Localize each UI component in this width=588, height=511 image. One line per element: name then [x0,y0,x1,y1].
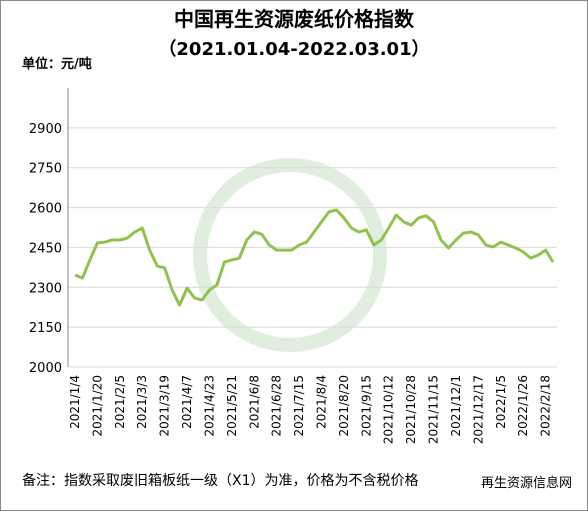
x-tick-label: 2021/4/23 [202,375,216,437]
y-tick-label: 2150 [29,321,62,336]
y-axis-label: 单位：元/吨 [22,56,92,72]
x-tick-label: 2021/4/7 [180,375,194,429]
x-tick-label: 2021/10/28 [404,375,418,444]
x-tick-label: 2021/12/17 [471,375,485,444]
y-tick-label: 2300 [29,281,62,296]
chart-subtitle: （2021.01.04-2022.03.01） [158,39,429,60]
x-tick-label: 2022/1/26 [516,375,530,437]
note: 备注：指数采取废旧箱板纸一级（X1）为准，价格为不含税价格 [22,472,419,489]
x-tick-label: 2021/5/21 [225,375,239,437]
x-tick-label: 2021/6/8 [247,375,261,429]
y-tick-label: 2750 [29,162,62,177]
x-tick-label: 2021/6/28 [270,375,284,437]
x-tick-label: 2021/3/3 [135,375,149,429]
x-tick-label: 2021/2/5 [113,375,127,429]
x-tick-label: 2021/8/4 [315,375,329,429]
x-tick-label: 2021/9/15 [359,375,373,437]
watermark-logo [193,158,387,352]
x-tick-label: 2021/7/15 [292,375,306,437]
source: 再生资源信息网 [481,475,572,491]
x-tick-label: 2021/3/19 [158,375,172,437]
x-tick-label: 2022/2/18 [539,375,553,437]
y-tick-label: 2000 [29,361,62,376]
x-tick-label: 2021/10/12 [382,375,396,444]
y-tick-label: 2600 [29,202,62,217]
x-tick-label: 2021/1/20 [90,375,104,437]
x-tick-label: 2021/8/20 [337,375,351,437]
x-tick-label: 2021/11/15 [427,375,441,444]
x-tick-label: 2022/1/5 [494,375,508,429]
x-tick-label: 2021/1/4 [68,375,82,429]
x-tick-label: 2021/12/1 [449,375,463,437]
y-tick-label: 2900 [29,122,62,137]
y-tick-label: 2450 [29,241,62,256]
chart-title: 中国再生资源废纸价格指数 [174,7,415,31]
data-line [74,208,555,307]
